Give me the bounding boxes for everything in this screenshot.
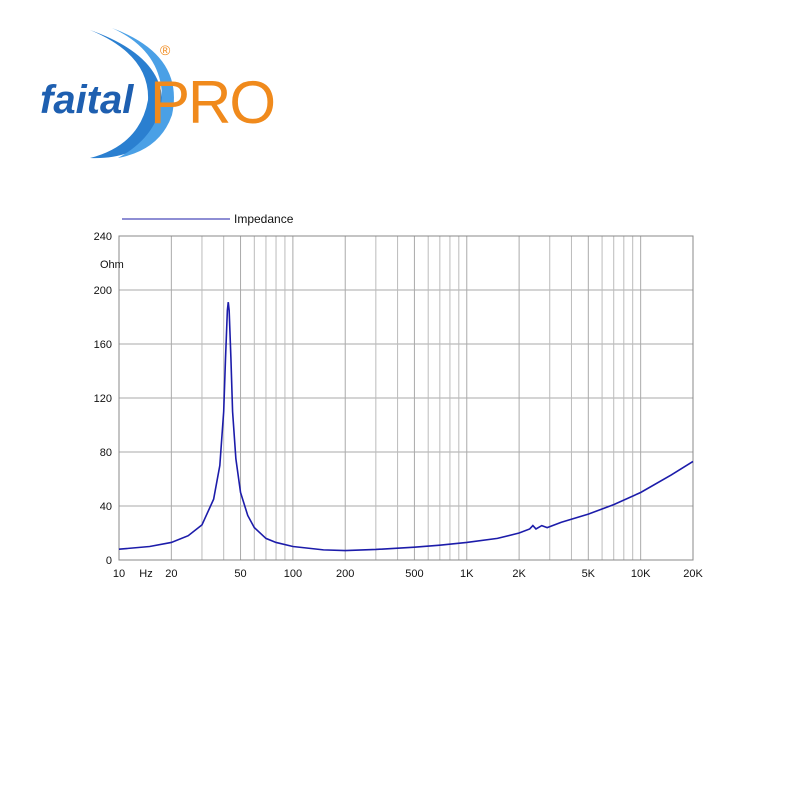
logo-registered: ®	[160, 42, 171, 58]
logo-arc	[90, 30, 163, 159]
grid	[118, 235, 694, 561]
plot-frame	[118, 235, 694, 561]
legend-label: Impedance	[234, 212, 294, 226]
x-tick-label: 5K	[582, 568, 596, 580]
x-tick-label: 2K	[512, 568, 526, 580]
y-tick-label: 0	[106, 555, 112, 567]
x-tick-label: 20	[165, 568, 177, 580]
y-tick-label: 80	[100, 447, 112, 459]
logo-arc	[112, 28, 174, 158]
x-tick-label: 20K	[683, 568, 703, 580]
y-tick-label: 240	[94, 231, 112, 243]
x-tick-label: 100	[284, 568, 302, 580]
x-unit: Hz	[139, 568, 152, 580]
x-tick-label: 10	[113, 568, 125, 580]
x-tick-label: 200	[336, 568, 354, 580]
impedance-line	[118, 302, 694, 552]
x-tick-label: 50	[234, 568, 246, 580]
x-tick-label: 10K	[631, 568, 651, 580]
y-tick-label: 160	[94, 339, 112, 351]
y-tick-label: 200	[94, 285, 112, 297]
x-tick-label: 1K	[460, 568, 474, 580]
y-tick-label: 40	[100, 501, 112, 513]
logo-brand: faital	[40, 78, 134, 122]
logo-product: PRO	[150, 69, 274, 136]
y-tick-label: 120	[94, 393, 112, 405]
y-unit: Ohm	[100, 259, 124, 271]
logo: faital PRO ®	[40, 28, 276, 159]
x-tick-label: 500	[405, 568, 423, 580]
